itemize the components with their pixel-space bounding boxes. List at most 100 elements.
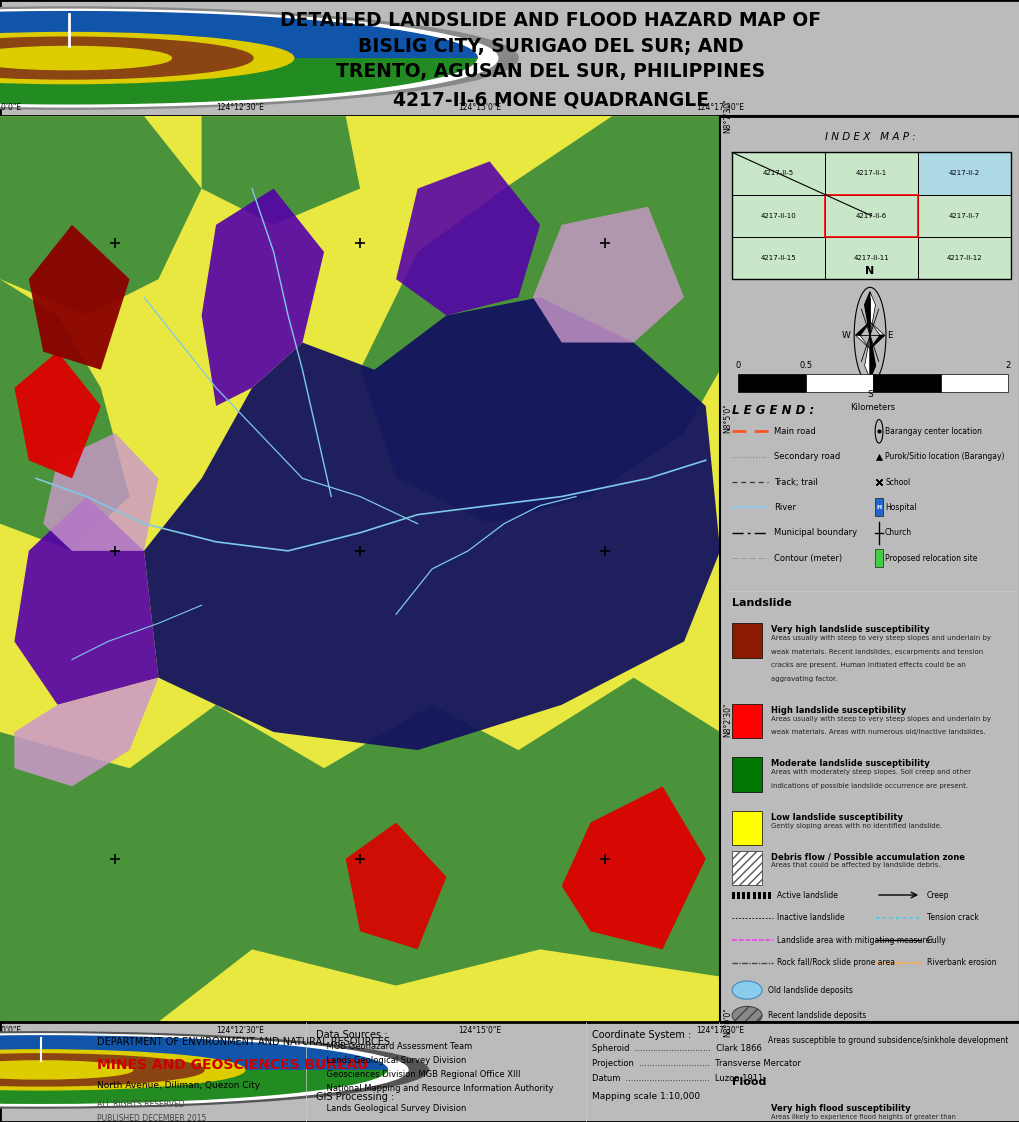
Bar	[737, 892, 740, 899]
Text: National Mapping and Resource Information Authority: National Mapping and Resource Informatio…	[316, 1084, 553, 1093]
Polygon shape	[144, 297, 719, 751]
Text: Flood: Flood	[732, 1077, 765, 1087]
Text: 124°15'0"E: 124°15'0"E	[459, 102, 501, 111]
Text: Landslide area with mitigating measure: Landslide area with mitigating measure	[776, 936, 929, 945]
Polygon shape	[869, 292, 874, 335]
Circle shape	[0, 37, 253, 79]
Text: 2: 2	[1005, 360, 1010, 370]
Text: weak materials. Areas with numerous old/inactive landslides.: weak materials. Areas with numerous old/…	[770, 729, 984, 735]
Polygon shape	[869, 335, 883, 349]
Ellipse shape	[732, 981, 761, 1000]
Bar	[742, 892, 745, 899]
Bar	[757, 892, 760, 899]
Circle shape	[0, 1032, 428, 1107]
Text: Rock fall/Rock slide prone area: Rock fall/Rock slide prone area	[776, 958, 895, 967]
Circle shape	[0, 46, 171, 70]
Text: Areas susceptible to ground subsidence/sinkhole development: Areas susceptible to ground subsidence/s…	[767, 1037, 1008, 1046]
Text: L E G E N D :: L E G E N D :	[732, 404, 813, 417]
Text: Active landslide: Active landslide	[776, 891, 838, 900]
Text: PUBLISHED DECEMBER 2015: PUBLISHED DECEMBER 2015	[97, 1114, 206, 1122]
Text: GIS Processing :: GIS Processing :	[316, 1092, 394, 1102]
Text: 0.5: 0.5	[798, 360, 811, 370]
Text: Areas that could be affected by landslide debris.: Areas that could be affected by landslid…	[770, 863, 940, 868]
Text: Very high landslide susceptibility: Very high landslide susceptibility	[770, 625, 928, 634]
Text: 124°17'30"E: 124°17'30"E	[695, 102, 744, 111]
Polygon shape	[532, 206, 684, 342]
Text: 4217-II-6: 4217-II-6	[855, 213, 887, 219]
Text: 4217-II-2: 4217-II-2	[948, 171, 979, 176]
Bar	[917, 237, 1010, 279]
Circle shape	[0, 1054, 204, 1086]
Text: Main road: Main road	[773, 426, 815, 435]
Bar	[732, 237, 824, 279]
Text: E: E	[887, 331, 893, 340]
Polygon shape	[0, 117, 202, 315]
Text: School: School	[884, 478, 909, 487]
Text: N8°7'30": N8°7'30"	[723, 99, 732, 134]
Bar	[732, 624, 761, 657]
Text: Barangay center location: Barangay center location	[884, 426, 981, 435]
Text: BISLIG CITY, SURIGAO DEL SUR; AND: BISLIG CITY, SURIGAO DEL SUR; AND	[358, 37, 743, 56]
Bar	[824, 194, 917, 237]
Polygon shape	[202, 188, 324, 406]
Wedge shape	[0, 58, 477, 104]
Polygon shape	[0, 678, 719, 1022]
Text: Datum  ................................  Luzon 1911: Datum ................................ L…	[591, 1074, 762, 1083]
Polygon shape	[14, 351, 101, 478]
Text: weak materials. Recent landslides, escarpments and tension: weak materials. Recent landslides, escar…	[770, 649, 982, 654]
Text: Areas usually with steep to very steep slopes and underlain by: Areas usually with steep to very steep s…	[770, 635, 990, 641]
Circle shape	[0, 7, 518, 109]
Text: N: N	[864, 266, 874, 276]
Text: 4217-II-6 MONE QUADRANGLE: 4217-II-6 MONE QUADRANGLE	[392, 91, 708, 109]
Text: Debris flow / Possible accumulation zone: Debris flow / Possible accumulation zone	[770, 853, 964, 862]
Ellipse shape	[732, 1006, 761, 1024]
Bar	[824, 153, 917, 194]
Wedge shape	[0, 1070, 387, 1104]
Bar	[874, 549, 882, 567]
Text: Riverbank erosion: Riverbank erosion	[926, 958, 996, 967]
Text: 4217-II-15: 4217-II-15	[760, 255, 796, 261]
Text: N8°2'30": N8°2'30"	[723, 702, 732, 737]
Text: 4217-II-5: 4217-II-5	[762, 171, 794, 176]
Bar	[732, 892, 735, 899]
Text: Purok/Sitio location (Barangay): Purok/Sitio location (Barangay)	[884, 452, 1004, 461]
Text: MINES AND GEOSCIENCES BUREAU: MINES AND GEOSCIENCES BUREAU	[97, 1058, 368, 1072]
Text: Church: Church	[884, 528, 911, 537]
Text: Lands Geological Survey Division: Lands Geological Survey Division	[316, 1104, 466, 1113]
Bar	[732, 153, 1010, 279]
Bar	[762, 892, 765, 899]
Text: Track; trail: Track; trail	[773, 478, 817, 487]
Text: Recent landslide deposits: Recent landslide deposits	[767, 1011, 865, 1020]
Bar	[732, 757, 761, 792]
Bar	[732, 811, 761, 845]
Polygon shape	[14, 497, 158, 705]
Text: 124°10'0"E: 124°10'0"E	[0, 1027, 21, 1036]
Text: Creep: Creep	[926, 891, 949, 900]
Bar	[824, 237, 917, 279]
Text: Contour (meter): Contour (meter)	[773, 553, 842, 562]
Bar	[732, 194, 824, 237]
Polygon shape	[14, 678, 158, 787]
Circle shape	[0, 1050, 245, 1089]
Bar	[872, 375, 940, 393]
Text: Spheroid  .............................  Clark 1866: Spheroid ............................. C…	[591, 1043, 761, 1052]
Text: Hospital: Hospital	[884, 503, 916, 512]
Text: Lands Geological Survey Division: Lands Geological Survey Division	[316, 1056, 466, 1065]
Text: North Avenue, Diliman, Quezon City: North Avenue, Diliman, Quezon City	[97, 1082, 260, 1091]
Text: Gully: Gully	[926, 936, 946, 945]
Text: Areas with moderately steep slopes. Soil creep and other: Areas with moderately steep slopes. Soil…	[770, 769, 970, 775]
Polygon shape	[561, 787, 705, 949]
Text: Tension crack: Tension crack	[926, 913, 978, 922]
Bar	[752, 892, 755, 899]
Circle shape	[0, 1033, 408, 1106]
Bar	[824, 194, 917, 237]
Text: Geosciences Division MGB Regional Office XIII: Geosciences Division MGB Regional Office…	[316, 1070, 520, 1079]
Text: Coordinate System :: Coordinate System :	[591, 1030, 690, 1040]
Text: S: S	[866, 389, 872, 398]
Text: 4217-II-1: 4217-II-1	[855, 171, 887, 176]
Text: N8°0'0": N8°0'0"	[723, 1006, 732, 1037]
Text: H: H	[875, 505, 880, 509]
Polygon shape	[395, 162, 540, 315]
Text: Municipal boundary: Municipal boundary	[773, 528, 856, 537]
Text: 124°12'30"E: 124°12'30"E	[216, 1027, 264, 1036]
